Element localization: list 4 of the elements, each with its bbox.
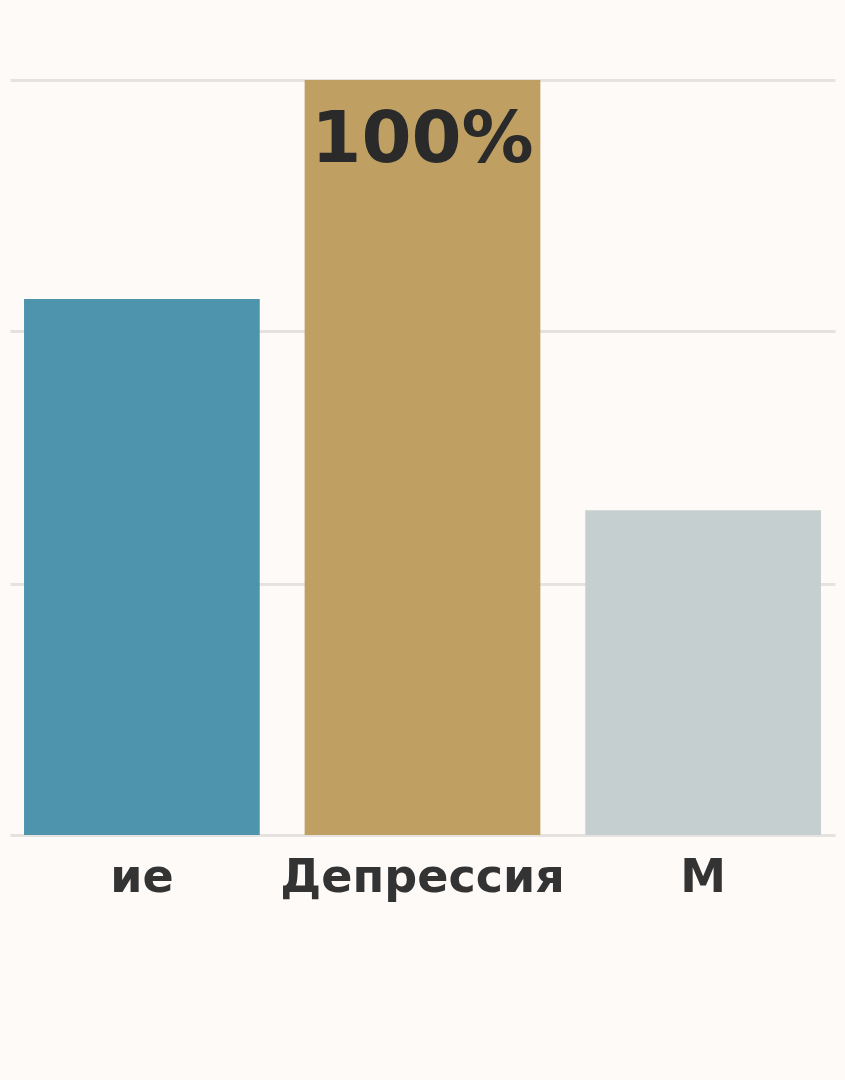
x-tick-label: ие: [110, 848, 174, 903]
x-tick-label: Депрессия: [280, 848, 565, 903]
x-tick-label: М: [680, 848, 726, 903]
data-label: 100%: [311, 95, 534, 179]
